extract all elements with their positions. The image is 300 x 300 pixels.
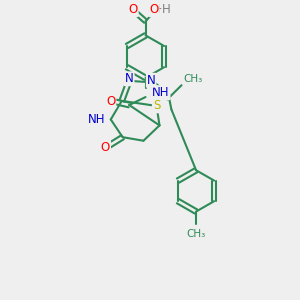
Text: H: H [162, 3, 171, 16]
Text: CH₃: CH₃ [186, 229, 206, 239]
Text: O: O [106, 95, 116, 108]
Text: O: O [128, 3, 138, 16]
Text: NH: NH [88, 113, 105, 126]
Text: O: O [149, 3, 158, 16]
Text: N: N [125, 72, 134, 85]
Text: NH: NH [152, 86, 169, 99]
Text: H: H [157, 3, 166, 16]
Text: N: N [147, 74, 156, 87]
Text: S: S [153, 99, 160, 112]
Text: CH₃: CH₃ [183, 74, 202, 84]
Text: O: O [101, 141, 110, 154]
